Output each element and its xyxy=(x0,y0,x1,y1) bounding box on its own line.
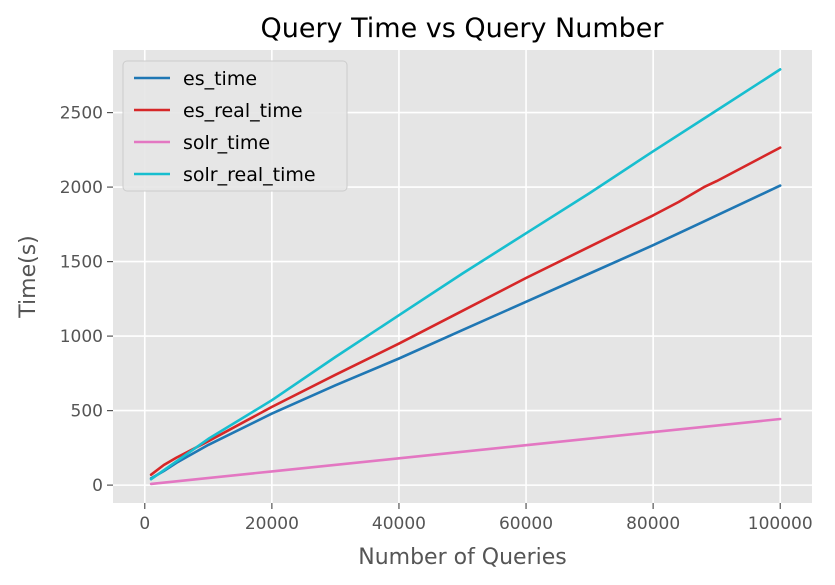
x-axis-label: Number of Queries xyxy=(358,545,567,570)
x-tick-label: 60000 xyxy=(499,514,553,534)
x-tick-label: 0 xyxy=(139,514,150,534)
chart-title: Query Time vs Query Number xyxy=(260,13,664,44)
legend: es_time es_real_time solr_time solr_real_ti… xyxy=(123,61,347,191)
legend-label: es_real_time xyxy=(183,100,303,122)
y-tick-label: 500 xyxy=(71,402,103,422)
x-tick-label: 80000 xyxy=(626,514,680,534)
y-axis-ticks: 0 500 1000 1500 2000 2500 xyxy=(60,104,113,497)
x-tick-label: 20000 xyxy=(245,514,299,534)
x-tick-label: 40000 xyxy=(372,514,426,534)
legend-label: es_time xyxy=(183,68,257,90)
legend-label: solr_time xyxy=(183,132,270,154)
x-tick-label: 100000 xyxy=(748,514,813,534)
y-tick-label: 1500 xyxy=(60,253,103,273)
y-tick-label: 0 xyxy=(92,476,103,496)
y-tick-label: 2500 xyxy=(60,104,103,124)
y-tick-label: 1000 xyxy=(60,327,103,347)
y-axis-label: Time(s) xyxy=(16,235,41,318)
y-tick-label: 2000 xyxy=(60,178,103,198)
x-axis-ticks: 0 20000 40000 60000 80000 100000 xyxy=(139,503,812,534)
legend-label: solr_real_time xyxy=(183,164,316,186)
